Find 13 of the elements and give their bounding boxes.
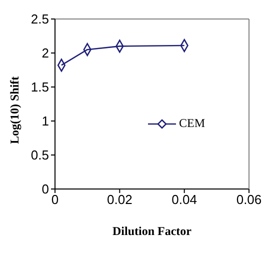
- y-tick-label: 1: [42, 114, 49, 129]
- x-tick-label: 0.04: [172, 192, 197, 208]
- y-tick-label: 2: [42, 46, 49, 61]
- y-tick-label: 2.5: [30, 12, 49, 27]
- y-tick-label: 1.5: [30, 80, 49, 95]
- x-tick-label: 0.02: [107, 192, 132, 208]
- x-tick-label: 0: [51, 192, 59, 208]
- legend-label: CEM: [179, 116, 206, 131]
- x-axis-title: Dilution Factor: [112, 224, 192, 238]
- y-axis-title: Log(10) Shift: [7, 76, 22, 144]
- x-tick-label: 0.06: [236, 192, 262, 208]
- y-tick-label: 0.5: [30, 148, 49, 163]
- y-tick-label: 0: [42, 182, 49, 197]
